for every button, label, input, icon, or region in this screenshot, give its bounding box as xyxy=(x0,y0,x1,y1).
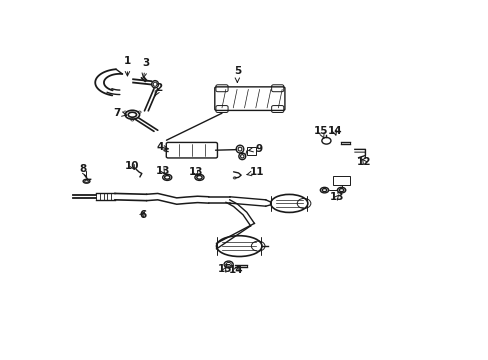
Text: 13: 13 xyxy=(155,166,170,176)
Text: 7: 7 xyxy=(113,108,126,118)
Bar xyxy=(246,147,256,155)
Bar xyxy=(332,176,349,185)
Text: 6: 6 xyxy=(139,210,146,220)
Text: 4: 4 xyxy=(157,142,168,152)
Text: 2: 2 xyxy=(155,83,162,96)
Text: 10: 10 xyxy=(125,161,140,171)
Text: 15: 15 xyxy=(217,264,232,274)
Text: 12: 12 xyxy=(356,157,371,167)
Text: 13: 13 xyxy=(188,167,203,177)
Text: 11: 11 xyxy=(246,167,264,177)
Text: 9: 9 xyxy=(248,144,262,153)
Text: 14: 14 xyxy=(228,265,243,275)
Text: 8: 8 xyxy=(80,164,86,177)
Text: 14: 14 xyxy=(327,126,342,136)
Text: 13: 13 xyxy=(329,192,344,202)
Text: 1: 1 xyxy=(123,56,131,76)
Text: 5: 5 xyxy=(233,66,241,82)
Text: 15: 15 xyxy=(313,126,327,138)
Text: 3: 3 xyxy=(142,58,150,78)
